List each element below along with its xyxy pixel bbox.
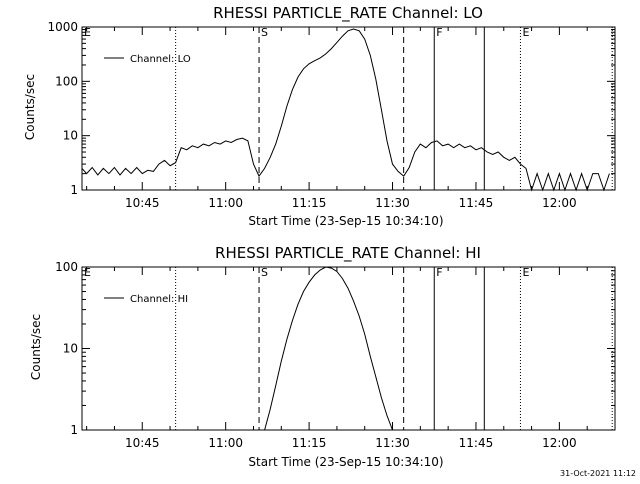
timestamp-stamp: 31-Oct-2021 11:12 [560,469,636,478]
chart-lo-y-tick-label: 1 [70,183,78,197]
chart-lo-x-tick-label: 11:15 [292,196,327,210]
chart-lo-series-line [81,28,610,192]
chart-hi-marker-label: E [522,266,529,279]
chart-lo-y-tick-label: 100 [55,74,78,88]
chart-hi-x-tick-label: 11:15 [292,436,327,450]
chart-lo-legend-label: Channel: LO [130,54,191,65]
chart-lo-title: RHESSI PARTICLE_RATE Channel: LO [213,4,483,23]
chart-hi-y-tick-label: 100 [55,260,78,274]
chart-hi-legend-label: Channel: HI [130,294,188,305]
chart-hi-x-axis-label: Start Time (23-Sep-15 10:34:10) [248,455,443,469]
chart-hi-marker-label: F [436,266,442,279]
chart-hi-x-tick-label: 11:30 [375,436,410,450]
chart-lo-x-tick-label: 10:45 [125,196,160,210]
chart-lo-y-tick-label: 10 [63,129,78,143]
chart-lo-axes-frame [81,26,616,191]
chart-lo-marker-label: F [436,26,442,39]
chart-hi-title: RHESSI PARTICLE_RATE Channel: HI [215,244,481,263]
chart-lo-marker-label: S [261,26,268,39]
chart-hi-series-line [264,266,393,431]
chart-lo-marker-label: E [522,26,529,39]
chart-hi-x-tick-label: 11:00 [208,436,243,450]
chart-hi-y-axis-label: Counts/sec [29,314,43,380]
chart-lo-x-axis-label: Start Time (23-Sep-15 10:34:10) [248,214,443,228]
chart-hi-y-tick-label: 1 [70,423,78,437]
chart-lo-plot: 10:45 11:00 11:15 11:30 11:45 12:00 1 10 100 1000… [47,20,616,210]
chart-hi-axes-frame [81,266,616,431]
chart-hi-y-tick-label: 10 [63,342,78,356]
chart-hi-marker-label: E [84,266,91,279]
chart-hi-x-tick-label: 11:45 [459,436,494,450]
chart-lo-x-tick-label: 11:30 [375,196,410,210]
chart-hi-x-tick-label: 10:45 [125,436,160,450]
chart-hi-plot: 10:45 11:00 11:15 11:30 11:45 12:00 1 10 100 E S F E… [55,260,616,450]
chart-hi-x-tick-label: 12:00 [542,436,577,450]
chart-hi-marker-label: S [261,266,268,279]
chart-lo-marker-label: E [84,26,91,39]
chart-lo-x-tick-label: 11:45 [459,196,494,210]
chart-lo-x-tick-label: 12:00 [542,196,577,210]
chart-lo-y-tick-label: 1000 [47,20,78,34]
chart-lo-y-axis-label: Counts/sec [23,74,37,140]
chart-lo-x-tick-label: 11:00 [208,196,243,210]
